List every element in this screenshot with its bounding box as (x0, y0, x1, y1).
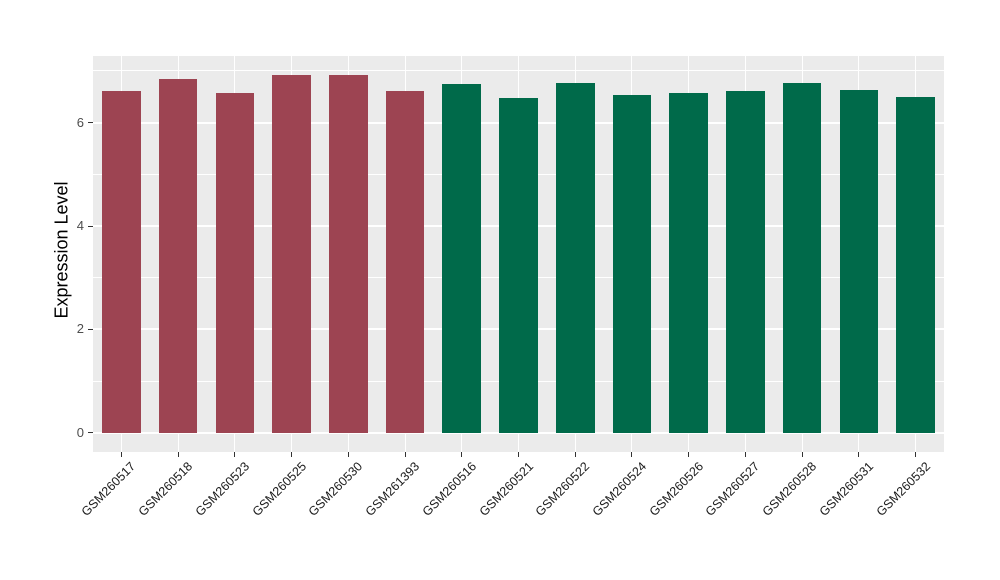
bar-GSM260528 (782, 83, 822, 433)
bar-GSM260518 (158, 79, 198, 433)
bar-GSM260524 (612, 94, 652, 433)
y-tick (88, 328, 93, 330)
bar-GSM260532 (896, 96, 935, 433)
bar-GSM260522 (555, 83, 595, 433)
bar-GSM260523 (215, 92, 255, 433)
y-axis-title: Expression Level (51, 181, 72, 319)
x-tick (744, 452, 746, 457)
bar-GSM260526 (669, 92, 708, 433)
x-tick (291, 452, 293, 457)
x-tick (688, 452, 690, 457)
y-tick-label: 6 (76, 114, 84, 130)
bar-GSM261393 (385, 91, 425, 433)
bar-GSM260530 (329, 75, 368, 433)
y-tick-label: 4 (76, 218, 84, 234)
y-tick (88, 225, 93, 227)
x-tick (574, 452, 576, 457)
y-tick (88, 432, 93, 434)
bar-GSM260521 (499, 98, 538, 433)
bar-GSM260525 (272, 74, 311, 433)
x-tick (120, 452, 122, 457)
x-tick (347, 452, 349, 457)
bar-GSM260527 (726, 91, 765, 433)
x-tick (915, 452, 917, 457)
y-tick-label: 2 (76, 321, 84, 337)
x-tick (234, 452, 236, 457)
x-tick (518, 452, 519, 457)
x-tick (631, 452, 633, 457)
bar-GSM260531 (839, 89, 879, 433)
x-tick (177, 452, 179, 457)
x-tick (404, 452, 406, 457)
y-tick-label: 0 (76, 424, 84, 440)
chart-panel (93, 56, 944, 452)
bar-GSM260517 (102, 91, 141, 433)
x-tick (461, 452, 463, 457)
x-tick (801, 452, 803, 457)
x-tick (858, 452, 860, 457)
y-tick (88, 122, 93, 124)
bar-GSM260516 (442, 84, 482, 433)
